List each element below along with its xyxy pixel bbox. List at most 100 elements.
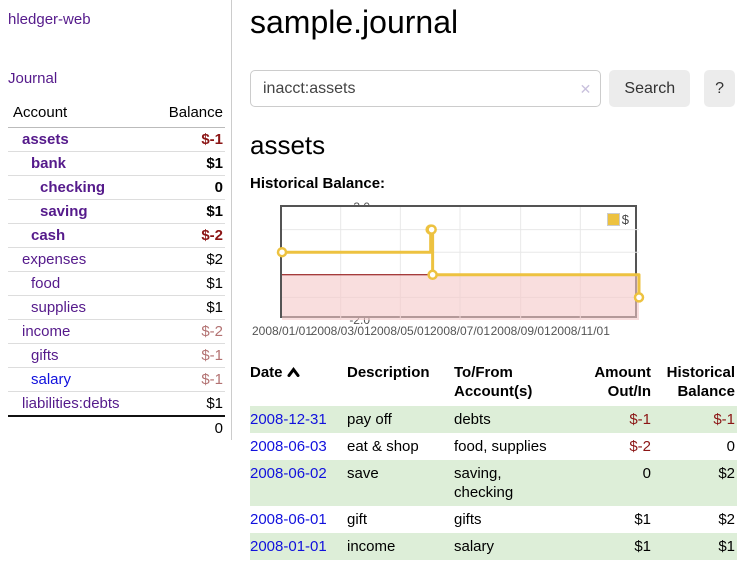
transaction-date-link[interactable]: 2008-06-03: [250, 438, 327, 455]
transaction-accounts: gifts: [454, 511, 482, 528]
transaction-balance: $1: [718, 538, 735, 555]
accounts-table: Account Balance assets $-1 ban: [8, 100, 225, 440]
account-link[interactable]: gifts: [31, 347, 59, 364]
historical-balance-chart: 3.02.01.00.0-1.0-2.0 $ 2008/01/012008/03…: [252, 200, 735, 340]
transaction-amount: 0: [642, 465, 651, 482]
account-balance: $1: [148, 295, 225, 320]
chart-legend: $: [606, 212, 629, 227]
register-row: 2008-06-03 eat & shop food, supplies $-2…: [250, 433, 737, 460]
transaction-date-link[interactable]: 2008-12-31: [250, 411, 327, 428]
register-row: 2008-12-31 pay off debts $-1 $-1: [250, 406, 737, 433]
account-row: salary $-1: [8, 367, 225, 392]
help-button[interactable]: ?: [704, 70, 735, 107]
register-row: 2008-06-02 save saving, checking 0 $2: [250, 460, 737, 506]
account-link[interactable]: supplies: [31, 299, 87, 316]
transaction-balance: $-1: [713, 411, 735, 428]
account-heading: assets: [250, 130, 326, 160]
clear-search-icon[interactable]: ✕: [579, 80, 592, 97]
register-header-accounts: To/From Account(s): [454, 364, 533, 400]
account-balance: $1: [148, 151, 225, 176]
main-content: sample.journal ✕ Search ? assets Histori…: [232, 0, 742, 560]
transaction-description: eat & shop: [347, 438, 419, 455]
x-axis-tick-label: 2008/03/01: [310, 324, 371, 338]
account-link[interactable]: food: [31, 275, 61, 292]
search-bar: ✕ Search ?: [250, 70, 735, 107]
search-button[interactable]: Search: [609, 70, 691, 107]
account-row: checking 0: [8, 175, 225, 200]
transaction-accounts: debts: [454, 411, 491, 428]
transaction-date-link[interactable]: 2008-01-01: [250, 538, 327, 555]
app-brand-link[interactable]: hledger-web: [8, 11, 91, 28]
account-balance: $-1: [148, 367, 225, 392]
transaction-description: gift: [347, 511, 368, 528]
account-balance: $-2: [148, 223, 225, 248]
account-link[interactable]: cash: [31, 227, 66, 244]
transaction-balance: $2: [718, 511, 735, 528]
legend-series-label: $: [621, 212, 629, 227]
account-link[interactable]: expenses: [22, 251, 87, 268]
transaction-date-link[interactable]: 2008-06-01: [250, 511, 327, 528]
account-row: income $-2: [8, 319, 225, 344]
account-row: food $1: [8, 271, 225, 296]
account-balance: $1: [148, 271, 225, 296]
page-title: sample.journal: [250, 4, 459, 40]
register-header-date[interactable]: Date: [250, 360, 347, 406]
transaction-balance: $2: [718, 465, 735, 482]
account-balance: $-2: [148, 319, 225, 344]
account-balance: 0: [148, 175, 225, 200]
accounts-total-row: 0: [8, 414, 225, 440]
account-row: supplies $1: [8, 295, 225, 320]
sidebar-item-journal[interactable]: Journal: [8, 70, 58, 87]
account-row: cash $-2: [8, 223, 225, 248]
register-header-description: Description: [347, 364, 430, 381]
account-balance: $1: [148, 199, 225, 224]
account-link[interactable]: saving: [40, 203, 88, 220]
accounts-table-header: Account Balance: [8, 100, 225, 128]
sidebar: hledger-web Journal Account Balance asse…: [0, 0, 232, 440]
transaction-balance: 0: [726, 438, 735, 455]
legend-swatch-icon: [606, 213, 620, 226]
transaction-description: pay off: [347, 411, 392, 428]
transaction-accounts: saving, checking: [454, 465, 514, 501]
account-balance: $1: [148, 391, 225, 416]
transaction-amount: $1: [634, 511, 651, 528]
account-balance: $-1: [148, 343, 225, 368]
account-row: bank $1: [8, 151, 225, 176]
account-link[interactable]: salary: [31, 371, 72, 388]
register-table: Date Description To/From Account(s) Amou…: [250, 360, 737, 560]
account-link[interactable]: assets: [22, 131, 69, 148]
transaction-amount: $-1: [629, 411, 651, 428]
account-link[interactable]: bank: [31, 155, 67, 172]
account-link[interactable]: income: [22, 323, 71, 340]
x-axis-tick-label: 2008/11/01: [550, 324, 610, 338]
transaction-description: save: [347, 465, 379, 482]
account-link[interactable]: checking: [40, 179, 106, 196]
x-axis-tick-label: 2008/09/01: [490, 324, 551, 338]
transaction-accounts: food, supplies: [454, 438, 547, 455]
account-row: assets $-1: [8, 127, 225, 152]
x-axis-tick-label: 2008/01/01: [251, 324, 313, 338]
accounts-header-account: Account: [8, 100, 149, 128]
chart-title: Historical Balance:: [250, 175, 386, 192]
account-row: gifts $-1: [8, 343, 225, 368]
account-row: expenses $2: [8, 247, 225, 272]
register-header-row: Date Description To/From Account(s) Amou…: [250, 360, 737, 406]
accounts-total: 0: [148, 414, 225, 440]
account-row: liabilities:debts $1: [8, 391, 225, 416]
transaction-description: income: [347, 538, 396, 555]
register-row: 2008-01-01 income salary $1 $1: [250, 533, 737, 560]
account-balance: $2: [148, 247, 225, 272]
transaction-amount: $1: [634, 538, 651, 555]
page: hledger-web Journal Account Balance asse…: [0, 0, 742, 560]
accounts-header-balance: Balance: [148, 100, 225, 128]
search-input[interactable]: [250, 70, 602, 107]
account-row: saving $1: [8, 199, 225, 224]
register-header-amount: Amount Out/In: [594, 364, 651, 400]
register-row: 2008-06-01 gift gifts $1 $2: [250, 506, 737, 533]
search-box: ✕: [250, 70, 602, 107]
x-axis-tick-label: 2008/07/01: [429, 324, 491, 338]
account-link[interactable]: liabilities:debts: [22, 394, 120, 412]
transaction-date-link[interactable]: 2008-06-02: [250, 465, 327, 482]
account-balance: $-1: [148, 127, 225, 152]
chart-plot-area: $: [276, 205, 645, 320]
